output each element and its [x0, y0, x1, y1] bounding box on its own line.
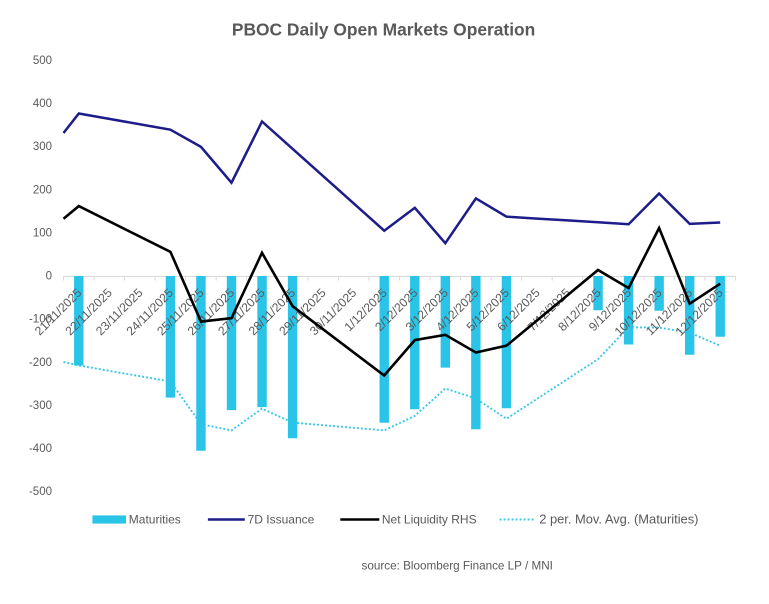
svg-text:2 per. Mov. Avg. (Maturities): 2 per. Mov. Avg. (Maturities) — [539, 512, 698, 527]
svg-text:500: 500 — [33, 55, 52, 67]
svg-text:-100: -100 — [29, 314, 52, 326]
svg-text:300: 300 — [33, 141, 52, 153]
svg-text:200: 200 — [33, 184, 52, 196]
svg-text:7D Issuance: 7D Issuance — [248, 513, 315, 527]
svg-text:0: 0 — [46, 271, 52, 283]
svg-text:100: 100 — [33, 228, 52, 240]
svg-text:Maturities: Maturities — [129, 513, 181, 527]
svg-text:400: 400 — [33, 98, 52, 110]
svg-text:-500: -500 — [29, 486, 52, 498]
svg-text:source: Bloomberg Finance LP /: source: Bloomberg Finance LP / MNI — [362, 560, 553, 573]
svg-text:-300: -300 — [29, 400, 52, 412]
svg-text:-200: -200 — [29, 357, 52, 369]
svg-text:Net Liquidity RHS: Net Liquidity RHS — [382, 513, 477, 527]
svg-text:-400: -400 — [29, 443, 52, 455]
svg-text:PBOC Daily Open Markets Operat: PBOC Daily Open Markets Operation — [232, 20, 535, 40]
